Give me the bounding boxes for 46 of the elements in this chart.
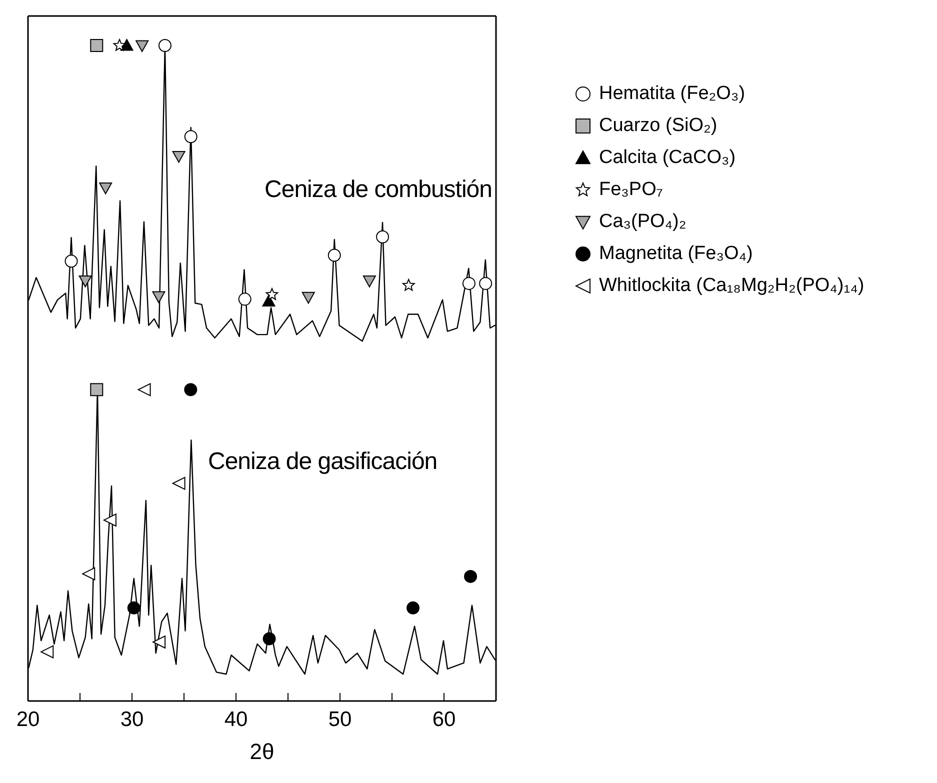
point bbox=[82, 567, 96, 580]
series-label: Ceniza de gasificación bbox=[208, 448, 438, 476]
series-label: Ceniza de combustión bbox=[264, 176, 492, 204]
point bbox=[184, 130, 198, 144]
point bbox=[90, 39, 104, 52]
point bbox=[40, 645, 54, 658]
legend-label: Cuarzo (SiO₂) bbox=[599, 114, 718, 138]
point bbox=[184, 383, 198, 396]
point bbox=[158, 39, 172, 52]
point bbox=[64, 254, 78, 268]
point bbox=[103, 514, 116, 527]
point bbox=[172, 476, 186, 490]
point bbox=[136, 40, 149, 52]
legend-label: Magnetita (Fe₃O₄) bbox=[599, 242, 753, 266]
point bbox=[90, 383, 104, 396]
x-tick-label: 50 bbox=[328, 708, 352, 731]
point bbox=[464, 570, 478, 583]
point bbox=[462, 276, 476, 290]
point bbox=[113, 39, 126, 51]
point bbox=[328, 248, 341, 262]
point bbox=[238, 292, 252, 306]
x-tick-label: 40 bbox=[224, 708, 248, 731]
legend-label: Whitlockita (Ca₁₈Mg₂H₂(PO₄)₁₄) bbox=[599, 274, 864, 298]
point bbox=[138, 383, 151, 396]
x-tick-label: 20 bbox=[16, 708, 40, 731]
legend-label: Fe₃PO₇ bbox=[599, 178, 663, 202]
point bbox=[402, 278, 415, 291]
x-axis-title: 2θ bbox=[250, 739, 274, 764]
legend-label: Calcita (CaCO₃) bbox=[599, 146, 736, 170]
point bbox=[99, 182, 112, 194]
point bbox=[266, 288, 278, 300]
legend-label: Ca₃(PO₄)₂ bbox=[599, 210, 686, 234]
legend-label: Hematita (Fe₂O₃) bbox=[599, 82, 746, 106]
point bbox=[172, 150, 186, 163]
point bbox=[362, 276, 376, 288]
point bbox=[406, 601, 420, 614]
point bbox=[376, 230, 390, 244]
point bbox=[262, 632, 276, 646]
point bbox=[152, 636, 166, 649]
point bbox=[479, 276, 492, 290]
point bbox=[78, 276, 92, 288]
point bbox=[152, 291, 166, 304]
point bbox=[302, 292, 315, 304]
point bbox=[127, 601, 140, 614]
x-tick-label: 30 bbox=[120, 708, 144, 731]
x-tick-label: 60 bbox=[432, 708, 456, 731]
